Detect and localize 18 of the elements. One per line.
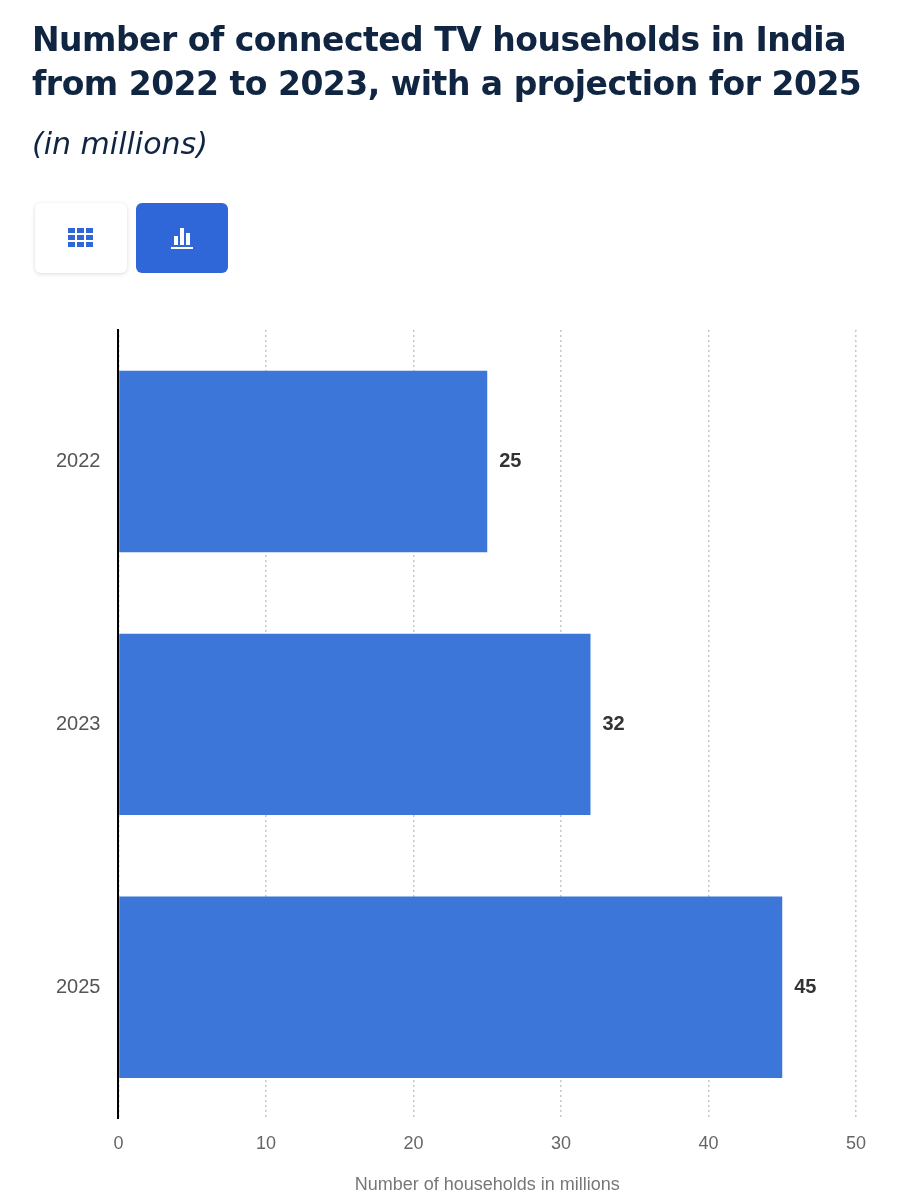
x-tick-label: 50 [845,1132,867,1153]
bar [119,896,783,1079]
x-tick-label: 20 [403,1132,424,1153]
data-label: 32 [602,711,625,734]
data-label: 25 [499,448,522,471]
chart-subtitle: (in millions) [32,126,208,161]
bar [119,633,591,816]
chart-title: Number of connected TV households in India from 2022 to 2023, with a projection for 2025 [32,19,862,105]
x-tick-label: 0 [113,1132,124,1153]
y-tick-label: 2025 [55,974,101,997]
x-tick-label: 40 [698,1132,719,1153]
bar [119,370,488,553]
x-tick-label: 30 [550,1132,572,1153]
data-label: 45 [794,974,817,997]
y-tick-label: 2023 [55,711,101,734]
x-tick-label: 10 [255,1132,277,1153]
y-tick-label: 2022 [55,448,101,471]
x-axis-title: Number of households in millions [354,1174,620,1195]
